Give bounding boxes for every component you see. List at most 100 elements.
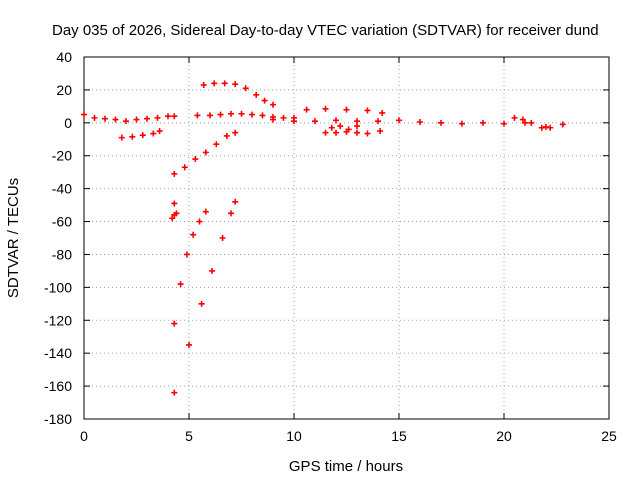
data-point bbox=[459, 120, 465, 127]
data-point bbox=[133, 116, 140, 123]
series-track-1 bbox=[81, 111, 178, 125]
chart-title: Day 035 of 2026, Sidereal Day-to-day VTE… bbox=[52, 22, 599, 39]
data-point bbox=[211, 80, 218, 87]
y-axis-label: SDTVAR / TECUs bbox=[5, 178, 22, 298]
data-point bbox=[232, 129, 239, 136]
y-tick-label: -120 bbox=[44, 312, 72, 328]
data-point bbox=[522, 119, 528, 126]
data-point bbox=[547, 124, 554, 131]
data-point bbox=[345, 126, 352, 133]
data-point bbox=[364, 107, 371, 114]
y-tick-label: 20 bbox=[56, 82, 72, 98]
data-point bbox=[343, 106, 350, 113]
data-point bbox=[186, 341, 192, 348]
data-point bbox=[228, 110, 234, 117]
data-point bbox=[196, 218, 203, 225]
data-point bbox=[118, 134, 125, 141]
data-point bbox=[519, 116, 526, 123]
data-point bbox=[213, 141, 220, 148]
data-point bbox=[202, 149, 209, 156]
data-point bbox=[249, 111, 255, 118]
data-point bbox=[209, 267, 216, 274]
marks-layer bbox=[81, 80, 566, 396]
series-track-6 bbox=[270, 116, 566, 130]
data-point bbox=[333, 129, 339, 136]
data-point bbox=[139, 132, 146, 139]
y-tick-label: 0 bbox=[64, 115, 72, 131]
data-point bbox=[91, 114, 98, 121]
x-tick-label: 5 bbox=[185, 428, 193, 444]
data-point bbox=[280, 114, 287, 121]
y-tick-label: -20 bbox=[52, 148, 72, 164]
data-point bbox=[354, 123, 360, 130]
data-point bbox=[242, 85, 249, 92]
data-point bbox=[192, 156, 199, 163]
y-tick-label: -40 bbox=[52, 181, 72, 197]
y-tick-label: -80 bbox=[52, 246, 72, 262]
data-point bbox=[511, 114, 518, 121]
data-point bbox=[171, 389, 178, 396]
series-track-7 bbox=[303, 105, 386, 116]
data-point bbox=[379, 109, 386, 116]
data-point bbox=[337, 123, 344, 130]
data-point bbox=[217, 111, 224, 118]
series-track-4 bbox=[200, 80, 276, 108]
series-track-5 bbox=[194, 110, 297, 121]
data-point bbox=[364, 130, 371, 137]
series-track-11 bbox=[169, 210, 180, 222]
data-point bbox=[171, 200, 178, 207]
series-track-14 bbox=[171, 200, 178, 207]
y-tick-label: -60 bbox=[52, 214, 72, 230]
series-track-9 bbox=[328, 123, 360, 133]
data-point bbox=[181, 164, 188, 171]
y-tick-label: -100 bbox=[44, 279, 72, 295]
data-point bbox=[501, 120, 507, 127]
data-point bbox=[129, 133, 136, 140]
data-point bbox=[312, 118, 318, 125]
data-point bbox=[173, 210, 180, 217]
data-point bbox=[228, 210, 234, 217]
data-point bbox=[253, 91, 260, 98]
data-point bbox=[165, 113, 171, 120]
data-point bbox=[375, 118, 381, 125]
series-track-12 bbox=[171, 208, 209, 327]
x-tick-label: 20 bbox=[496, 428, 512, 444]
data-point bbox=[238, 110, 245, 117]
y-tick-label: -140 bbox=[44, 345, 72, 361]
data-point bbox=[396, 117, 402, 124]
data-point bbox=[102, 115, 108, 122]
data-point bbox=[322, 105, 329, 112]
data-point bbox=[480, 119, 486, 126]
x-tick-label: 0 bbox=[80, 428, 88, 444]
data-point bbox=[377, 128, 384, 135]
data-point bbox=[221, 80, 228, 87]
data-point bbox=[232, 198, 239, 205]
data-point bbox=[177, 281, 184, 288]
x-tick-label: 25 bbox=[601, 428, 617, 444]
y-tick-label: -160 bbox=[44, 378, 72, 394]
data-point bbox=[333, 117, 339, 124]
data-point bbox=[112, 116, 119, 123]
data-point bbox=[223, 132, 230, 139]
data-point bbox=[543, 123, 549, 130]
data-point bbox=[202, 208, 209, 215]
x-tick-label: 15 bbox=[391, 428, 407, 444]
series-track-10 bbox=[511, 114, 554, 131]
data-point bbox=[200, 81, 207, 88]
data-point bbox=[156, 128, 163, 135]
data-point bbox=[538, 124, 545, 131]
data-point bbox=[171, 170, 178, 177]
data-point bbox=[154, 114, 161, 121]
data-point bbox=[169, 215, 176, 222]
data-point bbox=[150, 130, 157, 137]
data-point bbox=[123, 118, 129, 125]
data-point bbox=[528, 119, 535, 126]
data-point bbox=[438, 119, 444, 126]
data-point bbox=[259, 112, 266, 119]
data-point bbox=[261, 97, 268, 104]
series-track-2 bbox=[118, 128, 163, 141]
data-point bbox=[81, 111, 87, 118]
x-axis-label: GPS time / hours bbox=[289, 458, 403, 475]
